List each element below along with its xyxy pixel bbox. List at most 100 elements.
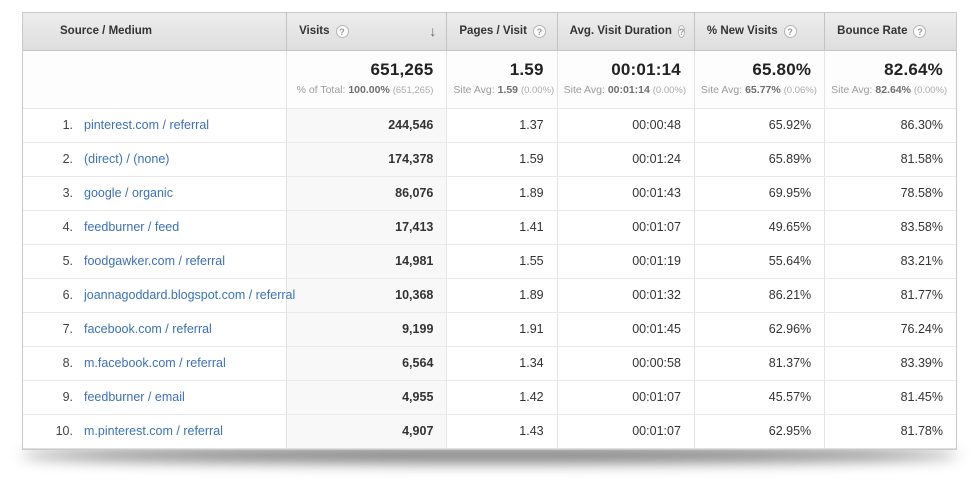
avg-visit-duration-cell: 00:00:48 [556,108,695,143]
row-rank: 9. [62,390,73,404]
row-rank: 10. [55,424,73,438]
avg-visit-duration-cell: 00:01:07 [556,414,695,449]
summary-sub-prefix: Site Avg: [831,84,873,96]
col-header-visits[interactable]: Visits ? ↓ [286,13,447,51]
help-icon[interactable]: ? [532,24,546,38]
col-header-avg-visit-duration[interactable]: Avg. Visit Duration ? [556,13,695,51]
source-medium-cell: 10. m.pinterest.com / referral [23,414,287,449]
avg-visit-duration-cell: 00:00:58 [556,346,695,381]
col-header-new-visits[interactable]: % New Visits ? [693,13,825,51]
visits-cell: 4,907 [286,414,447,449]
avg-visit-duration-cell: 00:01:07 [556,210,695,245]
avg-visit-duration-cell: 00:01:43 [556,176,695,211]
row-rank: 5. [62,254,73,268]
avg-visit-duration-cell: 00:01:45 [556,312,695,347]
table-row: 8. m.facebook.com / referral 6,564 1.34 0… [23,346,956,381]
row-rank: 7. [62,322,73,336]
col-label: Source / Medium [60,25,153,38]
bounce-rate-cell: 81.58% [824,142,956,177]
avg-visit-duration-cell: 00:01:19 [556,244,695,279]
row-rank: 1. [62,118,73,132]
col-header-bounce-rate[interactable]: Bounce Rate ? [824,13,956,51]
source-medium-cell: 4. feedburner / feed [23,210,287,245]
table-row: 5. foodgawker.com / referral 14,981 1.55 … [23,244,956,279]
source-medium-cell: 3. google / organic [23,176,287,211]
new-visits-cell: 62.96% [693,312,825,347]
source-medium-link[interactable]: pinterest.com / referral [84,118,210,132]
help-icon[interactable]: ? [335,24,349,38]
table-row: 6. joannagoddard.blogspot.com / referral … [23,278,956,313]
source-medium-cell: 6. joannagoddard.blogspot.com / referral [23,278,295,313]
summary-sub-paren: (0.00%) [913,85,948,96]
summary-sub-paren: (0.06%) [783,85,817,96]
table-header-row: Source / Medium Visits ? ↓ Pages / Visi [23,13,956,51]
col-label: Visits [299,25,330,38]
summary-new-visits: 65.80% Site Avg: 65.77% (0.06%) [693,50,825,109]
summary-bounce-rate: 82.64% Site Avg: 82.64% (0.00%) [824,50,956,109]
row-rank: 4. [62,220,73,234]
pages-per-visit-cell: 1.37 [446,108,558,143]
table-row: 1. pinterest.com / referral 244,546 1.37 … [23,108,956,143]
source-medium-link[interactable]: (direct) / (none) [84,152,170,166]
col-header-source-medium[interactable]: Source / Medium [23,13,287,51]
summary-sub-value: 82.64% [875,84,911,96]
analytics-table-card: Source / Medium Visits ? ↓ Pages / Visi [22,12,957,450]
source-medium-link[interactable]: joannagoddard.blogspot.com / referral [84,288,296,302]
new-visits-cell: 49.65% [693,210,825,245]
summary-empty-cell [23,50,287,109]
source-medium-cell: 1. pinterest.com / referral [23,108,287,143]
table-row: 7. facebook.com / referral 9,199 1.91 00:… [23,312,956,347]
avg-visit-duration-cell: 00:01:32 [556,278,695,313]
col-label: Pages / Visit [459,25,527,38]
source-medium-cell: 8. m.facebook.com / referral [23,346,287,381]
pages-per-visit-cell: 1.91 [446,312,558,347]
summary-visits: 651,265 % of Total: 100.00% (651,265) [286,50,447,109]
summary-row: 651,265 % of Total: 100.00% (651,265) 1.… [23,50,956,109]
source-medium-link[interactable]: facebook.com / referral [84,322,212,336]
pages-per-visit-cell: 1.42 [446,380,558,415]
new-visits-cell: 62.95% [693,414,825,449]
summary-pages-per-visit: 1.59 Site Avg: 1.59 (0.00%) [446,50,558,109]
source-medium-link[interactable]: m.facebook.com / referral [84,356,226,370]
source-medium-link[interactable]: feedburner / email [84,390,185,404]
summary-total-value: 651,265 [370,60,434,79]
summary-sub-value: 65.77% [745,84,781,96]
summary-sub-paren: (0.00%) [520,85,555,96]
summary-total-value: 1.59 [509,60,544,79]
row-rank: 2. [62,152,73,166]
bounce-rate-cell: 83.21% [824,244,956,279]
summary-sub-prefix: Site Avg: [700,84,743,96]
source-medium-link[interactable]: m.pinterest.com / referral [84,424,223,438]
source-medium-link[interactable]: feedburner / feed [84,220,180,234]
help-icon[interactable]: ? [913,24,927,38]
sort-desc-icon[interactable]: ↓ [429,23,437,40]
bounce-rate-cell: 86.30% [824,108,956,143]
summary-sub-value: 100.00% [348,84,390,96]
source-medium-link[interactable]: google / organic [84,186,173,200]
table-row: 4. feedburner / feed 17,413 1.41 00:01:07… [23,210,956,245]
help-icon[interactable]: ? [783,24,797,38]
row-rank: 6. [62,288,73,302]
visits-cell: 14,981 [286,244,447,279]
table-row: 2. (direct) / (none) 174,378 1.59 00:01:2… [23,142,956,177]
bounce-rate-cell: 83.58% [824,210,956,245]
col-header-pages-per-visit[interactable]: Pages / Visit ? [446,13,558,51]
col-label: Avg. Visit Duration [569,25,672,38]
summary-total-value: 00:01:14 [611,60,681,79]
new-visits-cell: 65.89% [693,142,825,177]
visits-cell: 174,378 [286,142,447,177]
new-visits-cell: 55.64% [693,244,825,279]
summary-sub-prefix: % of Total: [296,84,346,96]
visits-cell: 4,955 [286,380,447,415]
summary-sub-value: 1.59 [497,84,519,96]
bounce-rate-cell: 78.58% [824,176,956,211]
source-medium-link[interactable]: foodgawker.com / referral [84,254,226,268]
summary-sub-prefix: Site Avg: [563,84,605,96]
visits-cell: 244,546 [286,108,447,143]
summary-total-value: 82.64% [884,60,943,79]
row-rank: 8. [62,356,73,370]
summary-avg-visit-duration: 00:01:14 Site Avg: 00:01:14 (0.00%) [556,50,695,109]
help-icon[interactable]: ? [677,24,686,38]
bounce-rate-cell: 81.45% [824,380,956,415]
bounce-rate-cell: 81.78% [824,414,956,449]
